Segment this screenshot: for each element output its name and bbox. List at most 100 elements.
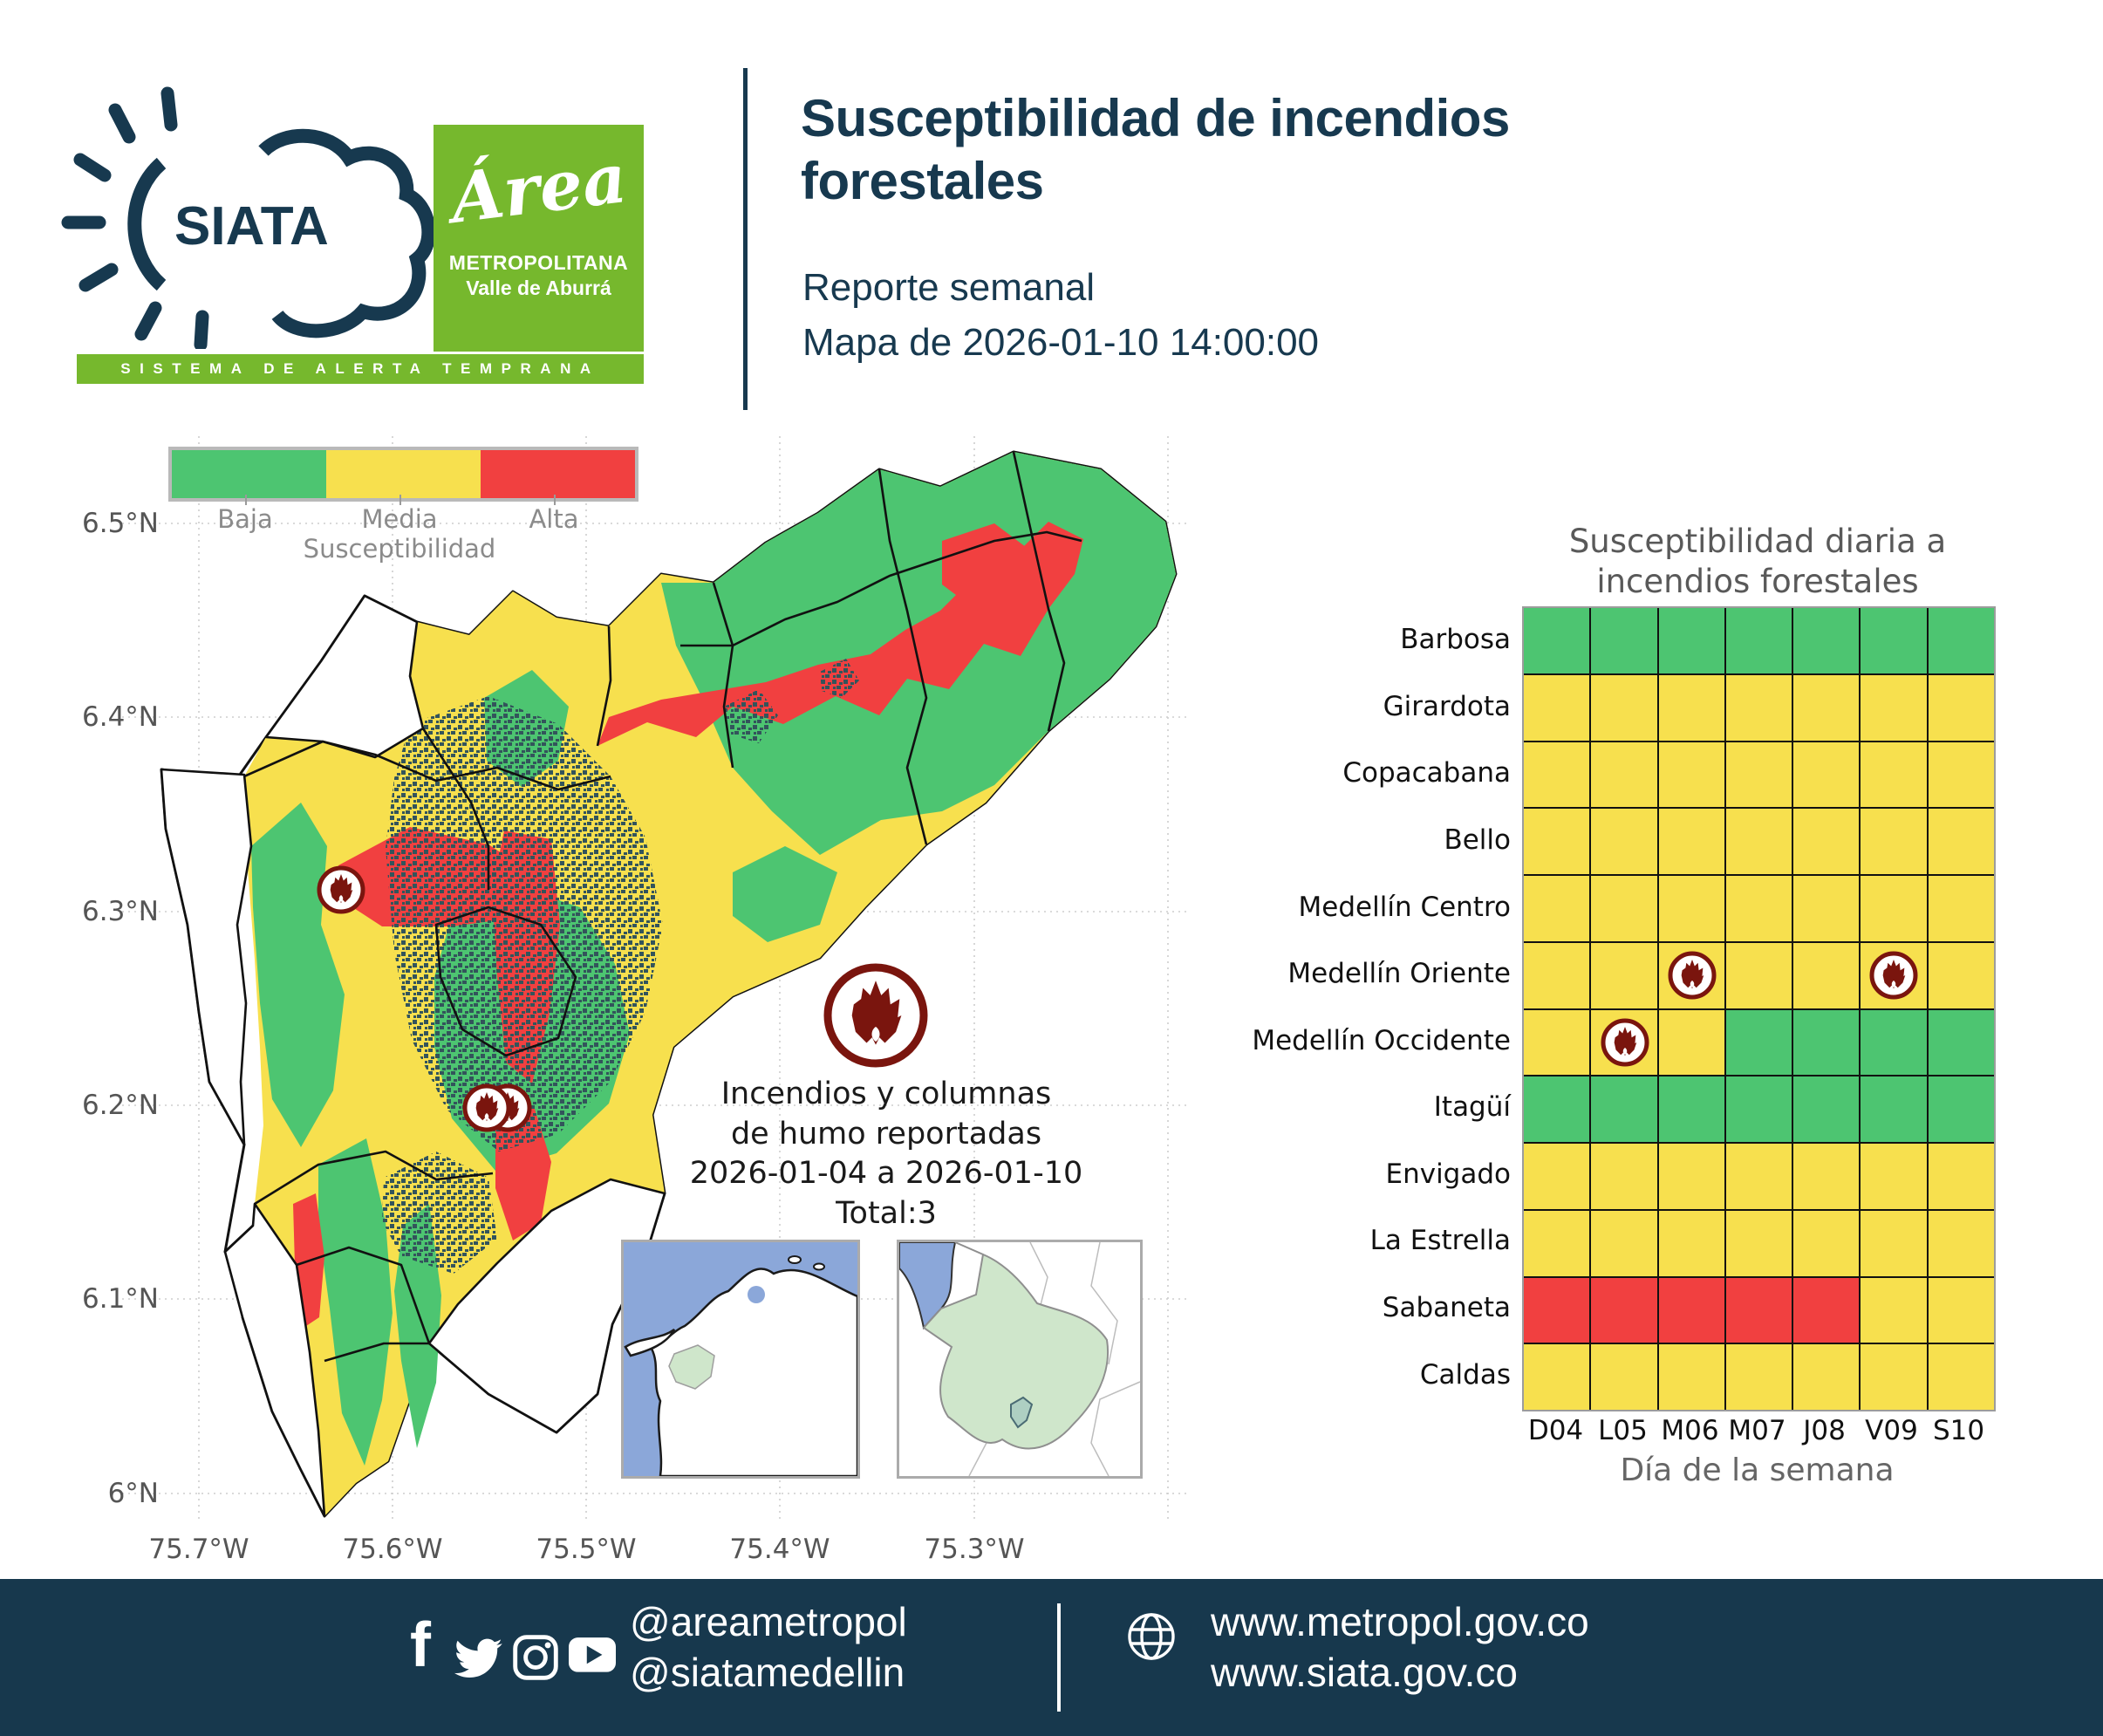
- grid-title-line1: Susceptibilidad diaria a: [1568, 523, 1947, 560]
- grid-cell-girardota-j08: [1793, 674, 1860, 741]
- grid-title-line2: incendios forestales: [1596, 563, 1919, 601]
- grid-cell-girardota-l05: [1591, 674, 1657, 741]
- url-siata[interactable]: www.siata.gov.co: [1211, 1650, 1518, 1696]
- twitter-icon[interactable]: [454, 1612, 502, 1703]
- grid-cell-sabaneta-m07: [1725, 1277, 1792, 1343]
- grid-cell-itag--m07: [1725, 1076, 1792, 1142]
- grid-cell-la-estrella-l05: [1591, 1210, 1657, 1276]
- grid-col-label: L05: [1598, 1415, 1648, 1446]
- grid-cell-medell-n-centro-m07: [1725, 876, 1792, 941]
- grid-row-label: Bello: [1444, 824, 1511, 857]
- grid-title: Susceptibilidad diaria a incendios fores…: [1483, 522, 2032, 603]
- grid-cell-itag--m06: [1658, 1076, 1724, 1142]
- grid-cell-la-estrella-m06: [1658, 1210, 1724, 1276]
- fire-marker-icon: [465, 1086, 509, 1130]
- grid-cell-itag--s10: [1928, 1076, 1994, 1142]
- grid-cell-itag--j08: [1793, 1076, 1860, 1142]
- grid-cell-medell-n-occidente-m06: [1658, 1009, 1724, 1076]
- legend-label-baja: Baja: [217, 504, 273, 534]
- amva-metropolitana-text: METROPOLITANA: [448, 251, 629, 274]
- grid-cell-bello-s10: [1928, 809, 1994, 874]
- longitude-tick: 75.6°W: [342, 1534, 443, 1565]
- legend-label-alta: Alta: [529, 504, 579, 534]
- grid-fire-marker-icon: [1599, 1016, 1651, 1069]
- grid-cell-medell-n-centro-l05: [1591, 876, 1657, 941]
- fire-marker-icon: [319, 868, 363, 912]
- grid-cell-caldas-d04: [1524, 1344, 1590, 1410]
- grid-cell-medell-n-occidente-s10: [1928, 1009, 1994, 1076]
- grid-cell-la-estrella-j08: [1793, 1210, 1860, 1276]
- grid-row-label: Sabaneta: [1382, 1292, 1511, 1324]
- instagram-icon[interactable]: [513, 1612, 558, 1703]
- grid-cell-itag--l05: [1591, 1076, 1657, 1142]
- annotation-total: Total:3: [836, 1195, 937, 1231]
- footer-bar: f @areametropol @siatamedellin: [0, 1579, 2103, 1736]
- grid-cell-barbosa-v09: [1861, 608, 1927, 673]
- longitude-tick: 75.5°W: [536, 1534, 637, 1565]
- grid-cell-barbosa-m06: [1658, 608, 1724, 673]
- grid-row-label: Medellín Occidente: [1252, 1024, 1511, 1056]
- grid-cell-la-estrella-v09: [1861, 1210, 1927, 1276]
- longitude-tick: 75.3°W: [924, 1534, 1025, 1565]
- grid-row-label: Barbosa: [1400, 624, 1511, 656]
- siata-logo: SIATA: [61, 86, 436, 349]
- grid-cell-barbosa-s10: [1928, 608, 1994, 673]
- metro-area-shape: [1010, 1396, 1034, 1429]
- grid-cell-la-estrella-d04: [1524, 1210, 1590, 1276]
- grid-cell-medell-n-centro-j08: [1793, 876, 1860, 941]
- grid-row-label: La Estrella: [1369, 1225, 1511, 1257]
- grid-cell-barbosa-d04: [1524, 608, 1590, 673]
- grid-col-label: V09: [1865, 1415, 1918, 1446]
- legend-baja-swatch: [172, 450, 326, 498]
- grid-cell-medell-n-centro-v09: [1861, 876, 1927, 941]
- cloud-left-arc-icon: [127, 157, 167, 291]
- facebook-icon[interactable]: f: [403, 1612, 445, 1703]
- municipal-borders: [243, 451, 1082, 1363]
- grid-cell-medell-n-occidente-d04: [1524, 1009, 1590, 1076]
- grid-col-label: M06: [1661, 1415, 1719, 1446]
- grid-row-label: Copacabana: [1342, 757, 1511, 789]
- antioquia-highlight: [668, 1344, 715, 1390]
- no-data-municipalities: [160, 594, 666, 1518]
- latitude-tick: 6.1°N: [82, 1283, 159, 1315]
- grid-cell-medell-n-oriente-m07: [1725, 942, 1792, 1008]
- grid-cell-copacabana-l05: [1591, 742, 1657, 808]
- grid-cell-bello-d04: [1524, 809, 1590, 874]
- amva-valle-text: Valle de Aburrá: [466, 277, 611, 299]
- grid-cell-girardota-m06: [1658, 674, 1724, 741]
- grid-cell-la-estrella-s10: [1928, 1210, 1994, 1276]
- grid-cell-medell-n-oriente-j08: [1793, 942, 1860, 1008]
- grid-cell-envigado-d04: [1524, 1144, 1590, 1209]
- lake-maracaibo: [748, 1286, 765, 1303]
- page-title-line1: Susceptibilidad de incendios: [801, 89, 1510, 147]
- grid-cell-envigado-m06: [1658, 1144, 1724, 1209]
- grid-cell-itag--d04: [1524, 1076, 1590, 1142]
- legend-tick: [554, 495, 556, 505]
- youtube-icon[interactable]: [569, 1612, 616, 1703]
- grid-cell-envigado-s10: [1928, 1144, 1994, 1209]
- grid-x-axis-label: Día de la semana: [1620, 1452, 1895, 1488]
- grid-cell-bello-v09: [1861, 809, 1927, 874]
- grid-row-label: Caldas: [1419, 1358, 1511, 1391]
- island: [813, 1262, 825, 1271]
- latitude-tick: 6.5°N: [82, 508, 159, 539]
- fire-legend-icon: [823, 963, 928, 1068]
- grid-col-label: J08: [1803, 1415, 1846, 1446]
- antioquia-shape: [922, 1241, 1110, 1450]
- handle-areametropol[interactable]: @areametropol: [630, 1599, 907, 1644]
- grid-cell-sabaneta-j08: [1793, 1277, 1860, 1343]
- handle-siatamedellin[interactable]: @siatamedellin: [630, 1650, 905, 1696]
- grid-row-label: Medellín Oriente: [1287, 958, 1511, 990]
- grid-cell-caldas-j08: [1793, 1344, 1860, 1410]
- page-title-line2: forestales: [801, 152, 1044, 210]
- grid-cell-envigado-v09: [1861, 1144, 1927, 1209]
- grid-row-label: Medellín Centro: [1298, 891, 1511, 923]
- grid-cell-girardota-v09: [1861, 674, 1927, 741]
- grid-cell-medell-n-oriente-l05: [1591, 942, 1657, 1008]
- legend-tick: [399, 495, 401, 505]
- inset-map-antioquia: [897, 1240, 1143, 1479]
- url-metropol[interactable]: www.metropol.gov.co: [1211, 1599, 1589, 1644]
- legend-colorbar: [168, 447, 638, 502]
- globe-icon: [1128, 1613, 1175, 1660]
- urban-speckle-areas: [382, 659, 859, 1274]
